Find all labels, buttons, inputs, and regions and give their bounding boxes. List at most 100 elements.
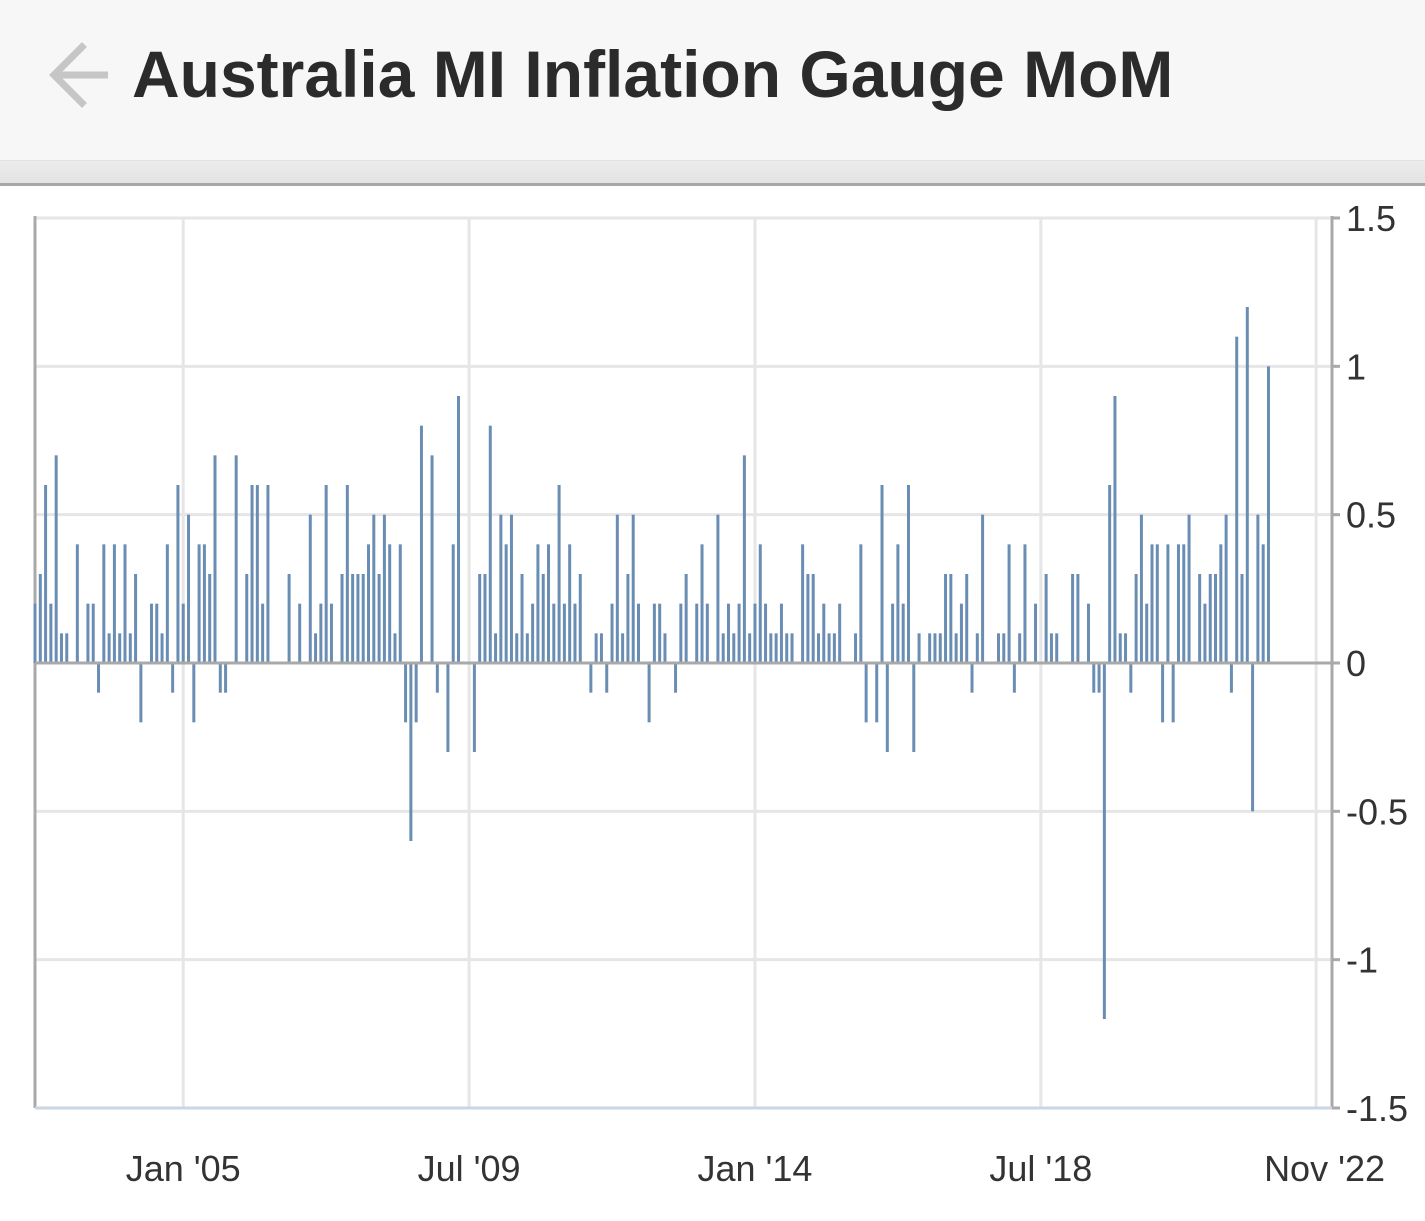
bar bbox=[59, 633, 63, 663]
bar bbox=[1129, 663, 1133, 693]
bar bbox=[933, 633, 937, 663]
bar bbox=[314, 633, 318, 663]
bar bbox=[658, 603, 662, 663]
bar bbox=[737, 603, 741, 663]
bar bbox=[261, 603, 265, 663]
bar bbox=[1071, 574, 1075, 663]
bar bbox=[679, 603, 683, 663]
bar bbox=[165, 544, 169, 663]
bar bbox=[340, 574, 344, 663]
bar bbox=[1198, 574, 1202, 663]
bar bbox=[102, 544, 106, 663]
bar bbox=[1203, 603, 1207, 663]
bar bbox=[1044, 574, 1048, 663]
bar bbox=[541, 574, 545, 663]
bar bbox=[171, 663, 175, 693]
bar bbox=[1018, 633, 1022, 663]
bar bbox=[112, 544, 116, 663]
bar bbox=[568, 544, 572, 663]
bar bbox=[1182, 544, 1186, 663]
bar bbox=[1256, 514, 1260, 663]
bar bbox=[224, 663, 228, 693]
bar bbox=[652, 603, 656, 663]
bar bbox=[123, 544, 127, 663]
arrow-left-icon bbox=[49, 42, 108, 108]
bar bbox=[419, 425, 423, 663]
bar bbox=[1102, 663, 1106, 1019]
bar bbox=[996, 633, 1000, 663]
bar bbox=[367, 544, 371, 663]
bar bbox=[218, 663, 222, 693]
bar bbox=[896, 544, 900, 663]
bar bbox=[536, 544, 540, 663]
bar bbox=[287, 574, 291, 663]
bar bbox=[695, 603, 699, 663]
x-tick-label: Jul '09 bbox=[418, 1148, 521, 1189]
bar bbox=[790, 633, 794, 663]
bar bbox=[181, 603, 185, 663]
bar bbox=[499, 514, 503, 663]
bar bbox=[1086, 603, 1090, 663]
bar bbox=[557, 485, 561, 663]
bar bbox=[806, 574, 810, 663]
bar bbox=[594, 633, 598, 663]
bar bbox=[414, 663, 418, 723]
bar bbox=[589, 663, 593, 693]
bar bbox=[435, 663, 439, 693]
bar bbox=[107, 633, 111, 663]
bar bbox=[1139, 514, 1143, 663]
bar bbox=[547, 544, 551, 663]
bar bbox=[398, 544, 402, 663]
bar bbox=[393, 633, 397, 663]
bar bbox=[906, 485, 910, 663]
bar bbox=[944, 574, 948, 663]
bar bbox=[1076, 574, 1080, 663]
bar bbox=[388, 544, 392, 663]
bar bbox=[356, 574, 360, 663]
bar bbox=[329, 603, 333, 663]
bar bbox=[700, 544, 704, 663]
bar bbox=[610, 603, 614, 663]
page-title: Australia MI Inflation Gauge MoM bbox=[132, 37, 1174, 111]
bar bbox=[774, 633, 778, 663]
bar bbox=[504, 544, 508, 663]
bar bbox=[637, 603, 641, 663]
bar bbox=[520, 574, 524, 663]
bar bbox=[446, 663, 450, 752]
bar bbox=[663, 633, 667, 663]
bar bbox=[97, 663, 101, 693]
bar bbox=[1150, 544, 1154, 663]
header-divider bbox=[0, 161, 1425, 186]
bar bbox=[1251, 663, 1255, 812]
bar bbox=[748, 633, 752, 663]
bar bbox=[615, 514, 619, 663]
x-tick-label: Jan '14 bbox=[697, 1148, 812, 1189]
bar bbox=[483, 574, 487, 663]
y-tick-label: 1.5 bbox=[1346, 198, 1396, 239]
bar bbox=[488, 425, 492, 663]
bar bbox=[155, 603, 159, 663]
bar bbox=[954, 633, 958, 663]
bar bbox=[1012, 663, 1016, 693]
bar bbox=[49, 603, 53, 663]
bar bbox=[1002, 633, 1006, 663]
bar bbox=[1097, 663, 1101, 693]
bar bbox=[880, 485, 884, 663]
bar bbox=[621, 633, 625, 663]
bar bbox=[1049, 633, 1053, 663]
bar bbox=[319, 603, 323, 663]
bar bbox=[758, 544, 762, 663]
bar bbox=[372, 514, 376, 663]
bar bbox=[599, 633, 603, 663]
bar bbox=[1134, 574, 1138, 663]
bar bbox=[197, 544, 201, 663]
bar bbox=[981, 514, 985, 663]
back-button[interactable] bbox=[40, 28, 130, 118]
bar bbox=[118, 633, 122, 663]
y-tick-label: -0.5 bbox=[1346, 791, 1408, 832]
bar bbox=[912, 663, 916, 752]
bar bbox=[324, 485, 328, 663]
bar bbox=[1124, 633, 1128, 663]
bar bbox=[38, 574, 42, 663]
bar bbox=[965, 574, 969, 663]
